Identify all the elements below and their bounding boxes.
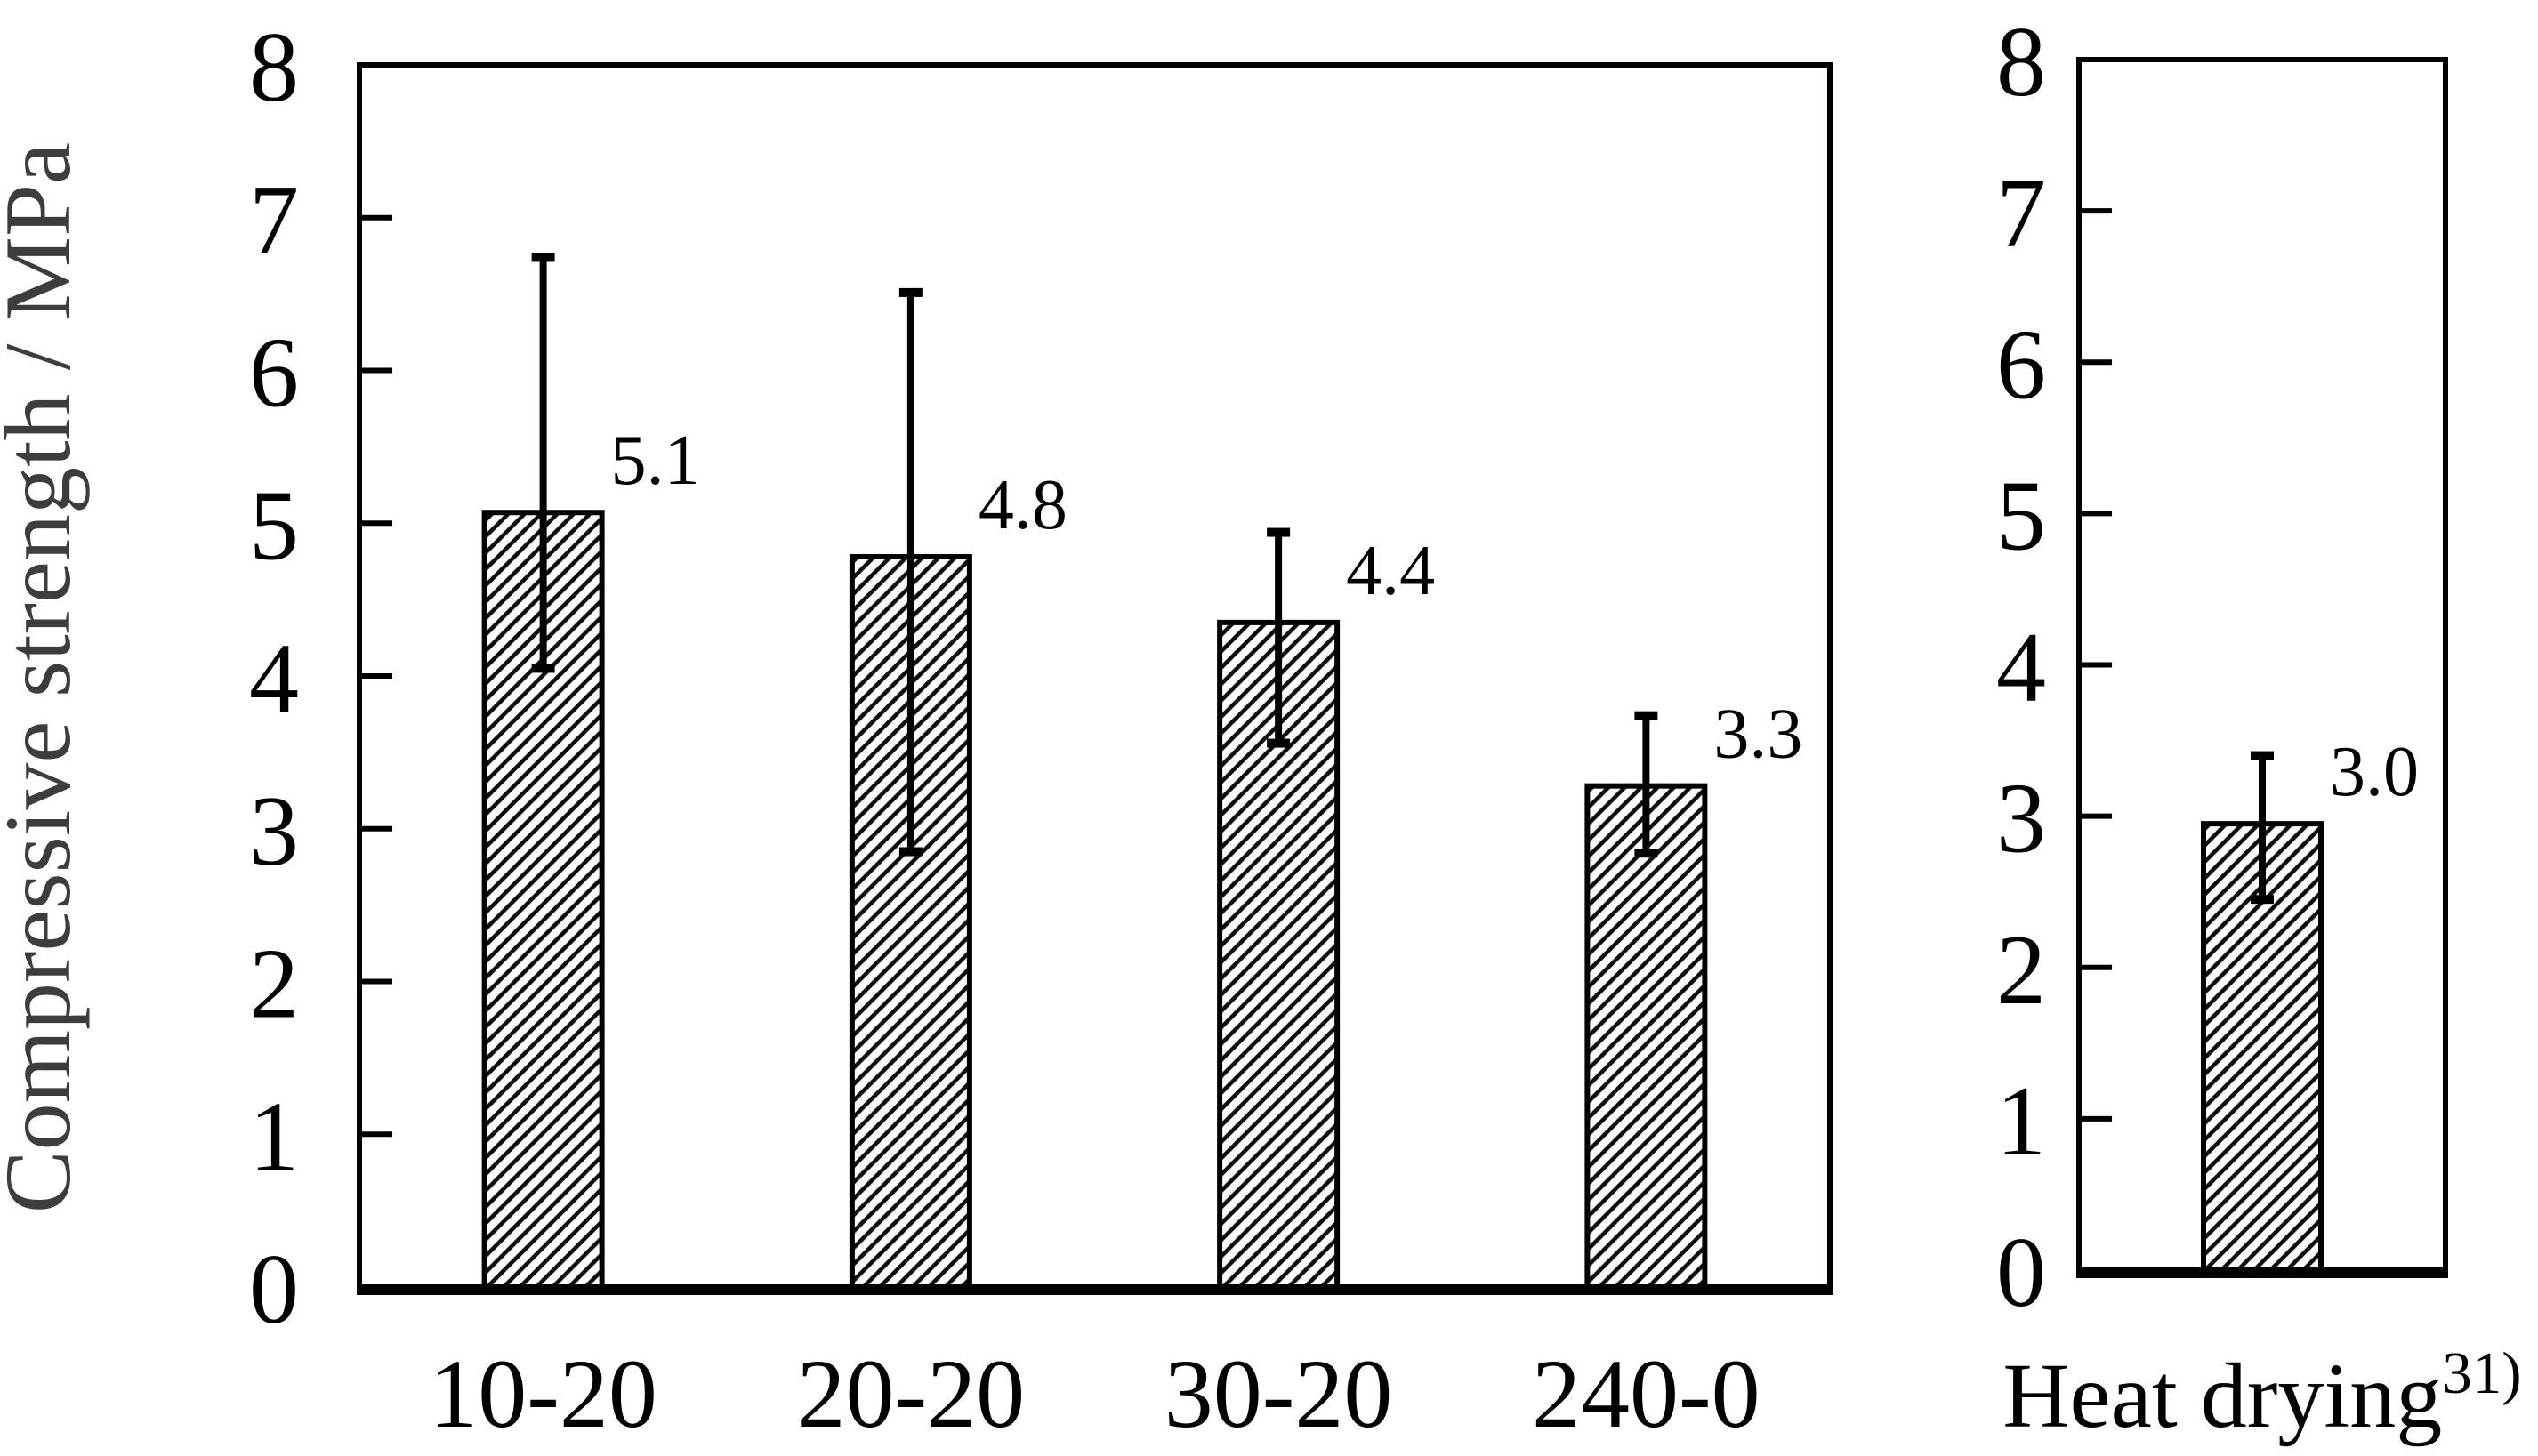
bar-value-label: 3.0: [2330, 733, 2419, 811]
y-tick-label: 8: [1996, 7, 2046, 117]
x-category-label: Heat drying31): [2002, 1340, 2521, 1447]
y-tick-label: 8: [249, 12, 299, 123]
y-tick-label: 4: [1996, 613, 2046, 723]
y-tick-label: 0: [249, 1235, 299, 1345]
left-chart-panel: 0 1 2 3 4 5 6 7 8 5.1 4.8 4.4 3.3 10-20 20-20 30-20 240-…: [249, 12, 1833, 1448]
x-category-label: 30-20: [1164, 1339, 1393, 1448]
y-tick-label: 2: [1996, 915, 2046, 1026]
error-bar-cap-bottom: [2251, 895, 2274, 905]
bar-value-label: 4.8: [979, 466, 1068, 544]
bar: [1584, 783, 1708, 1290]
y-tick-label: 3: [1996, 764, 2046, 874]
y-axis-title: Compressive strength / MPa: [0, 142, 90, 1213]
y-tick-label: 7: [1996, 158, 2046, 269]
error-bar-cap-top: [898, 287, 923, 297]
y-tick-label: 0: [1996, 1218, 2046, 1328]
y-tick-label: 1: [1996, 1066, 2046, 1177]
y-tick-label: 7: [249, 165, 299, 276]
y-tick-label: 3: [249, 776, 299, 887]
bar-value-label: 4.4: [1346, 532, 1435, 610]
y-tick-label: 2: [249, 929, 299, 1040]
x-category-label: 240-0: [1532, 1339, 1760, 1448]
error-bar-cap-top: [531, 253, 555, 262]
error-bar-cap-top: [2251, 751, 2274, 760]
error-bar-cap-top: [1634, 711, 1658, 720]
error-bar-cap-bottom: [531, 664, 555, 673]
y-tick-label: 5: [249, 471, 299, 581]
right-chart-panel: 0 1 2 3 4 5 6 7 8 3.0 Heat drying31): [1996, 7, 2522, 1447]
y-tick-label: 6: [249, 318, 299, 429]
y-tick-label: 5: [1996, 461, 2046, 571]
x-category-label: 10-20: [429, 1339, 657, 1448]
x-category-label: 20-20: [797, 1339, 1026, 1448]
y-tick-label: 6: [1996, 310, 2046, 420]
bar-value-label: 5.1: [611, 422, 700, 500]
bar-value-label: 3.3: [1713, 696, 1802, 774]
y-tick-label: 1: [249, 1082, 299, 1192]
error-bar-cap-bottom: [898, 847, 923, 857]
error-bar-cap-bottom: [1634, 849, 1658, 858]
y-tick-label: 4: [249, 623, 299, 734]
error-bar-cap-bottom: [1267, 738, 1291, 748]
error-bar-cap-top: [1267, 527, 1291, 537]
